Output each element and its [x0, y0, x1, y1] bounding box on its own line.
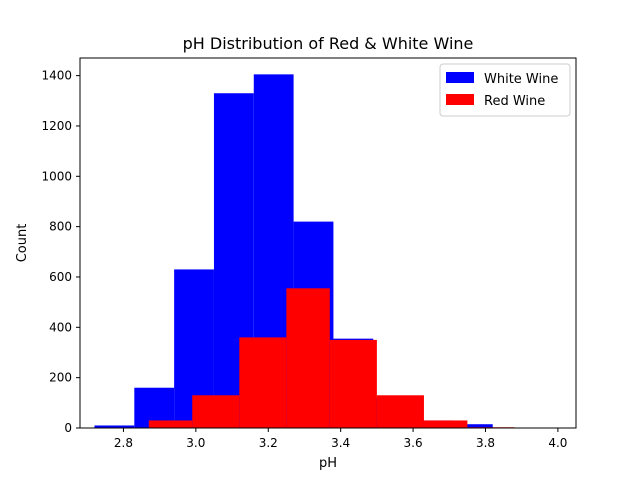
red-wine-legend-label: Red Wine — [484, 94, 545, 109]
y-tick-label: 800 — [49, 220, 72, 234]
y-tick-label: 1000 — [41, 169, 72, 183]
y-tick-label: 1400 — [41, 69, 72, 83]
red-wine-bar-3 — [286, 288, 330, 428]
y-axis: 0 200 400 600 800 1000 1200 1400 — [41, 69, 80, 435]
white-wine-legend-label: White Wine — [484, 72, 558, 87]
red-wine-bar-4 — [329, 339, 377, 428]
x-axis-label: pH — [319, 456, 337, 471]
y-tick-label: 400 — [49, 320, 72, 334]
white-wine-legend-swatch — [446, 72, 474, 83]
y-tick-label: 600 — [49, 270, 72, 284]
x-tick-label: 4.0 — [548, 436, 567, 450]
x-tick-label: 3.2 — [259, 436, 278, 450]
white-wine-bar-9 — [452, 424, 493, 428]
x-tick-label: 3.0 — [186, 436, 205, 450]
x-tick-label: 3.6 — [404, 436, 423, 450]
x-tick-label: 2.8 — [114, 436, 133, 450]
y-tick-label: 200 — [49, 371, 72, 385]
x-axis: 2.8 3.0 3.2 3.4 3.6 3.8 4.0 — [114, 428, 567, 450]
red-wine-bar-1 — [192, 395, 240, 428]
y-axis-label: Count — [15, 224, 30, 263]
red-wine-bar-2 — [239, 337, 287, 428]
plot-frame — [79, 57, 577, 429]
y-tick-label: 1200 — [41, 119, 72, 133]
y-tick-label: 0 — [64, 421, 72, 435]
red-wine-bar-0 — [148, 420, 193, 428]
red-wine-bar-5 — [376, 395, 424, 428]
x-tick-label: 3.4 — [331, 436, 350, 450]
white-wine-bar-0 — [94, 425, 135, 428]
red-wine-bar-6 — [423, 420, 468, 428]
chart-title: pH Distribution of Red & White Wine — [183, 34, 474, 53]
x-tick-label: 3.8 — [476, 436, 495, 450]
legend: White Wine Red Wine — [439, 63, 571, 117]
red-wine-legend-swatch — [446, 94, 474, 105]
bars-layer — [94, 74, 562, 429]
